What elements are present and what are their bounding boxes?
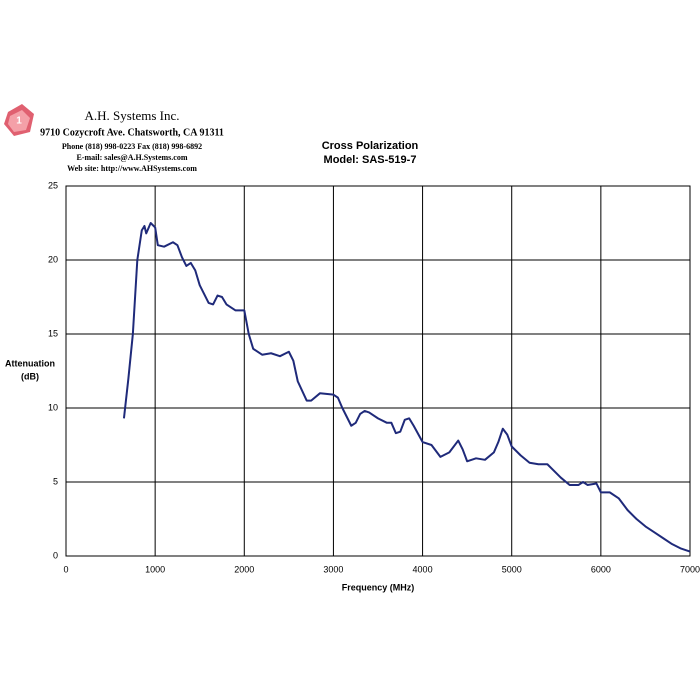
address: 9710 Cozycroft Ave. Chatsworth, CA 91311 (40, 127, 224, 138)
y-tick-label: 10 (48, 402, 58, 412)
x-tick-label: 5000 (502, 564, 522, 574)
data-line (122, 222, 691, 553)
x-tick-label: 1000 (145, 564, 165, 574)
web: Web site: http://www.AHSystems.com (67, 164, 197, 173)
logo: 1 (4, 104, 34, 136)
email: E-mail: sales@A.H.Systems.com (77, 153, 188, 162)
phone: Phone (818) 998-0223 Fax (818) 998-6892 (62, 142, 202, 151)
y-axis-label: Attenuation (5, 358, 55, 368)
x-tick-label: 4000 (413, 564, 433, 574)
chart-subtitle: Model: SAS-519-7 (324, 154, 417, 166)
y-tick-label: 20 (48, 254, 58, 264)
logo-mark: 1 (16, 116, 22, 127)
chart-title: Cross Polarization (322, 140, 419, 152)
x-tick-label: 3000 (323, 564, 343, 574)
x-axis-label: Frequency (MHz) (342, 582, 415, 592)
x-tick-label: 0 (63, 564, 68, 574)
y-axis-label: (dB) (21, 371, 39, 381)
x-tick-label: 7000 (680, 564, 700, 574)
y-tick-label: 0 (53, 550, 58, 560)
y-tick-label: 15 (48, 328, 58, 338)
plot-frame (65, 185, 691, 557)
x-tick-label: 6000 (591, 564, 611, 574)
y-tick-label: 25 (48, 180, 58, 190)
x-tick-label: 2000 (234, 564, 254, 574)
company: A.H. Systems Inc. (85, 108, 180, 123)
y-tick-label: 5 (53, 476, 58, 486)
